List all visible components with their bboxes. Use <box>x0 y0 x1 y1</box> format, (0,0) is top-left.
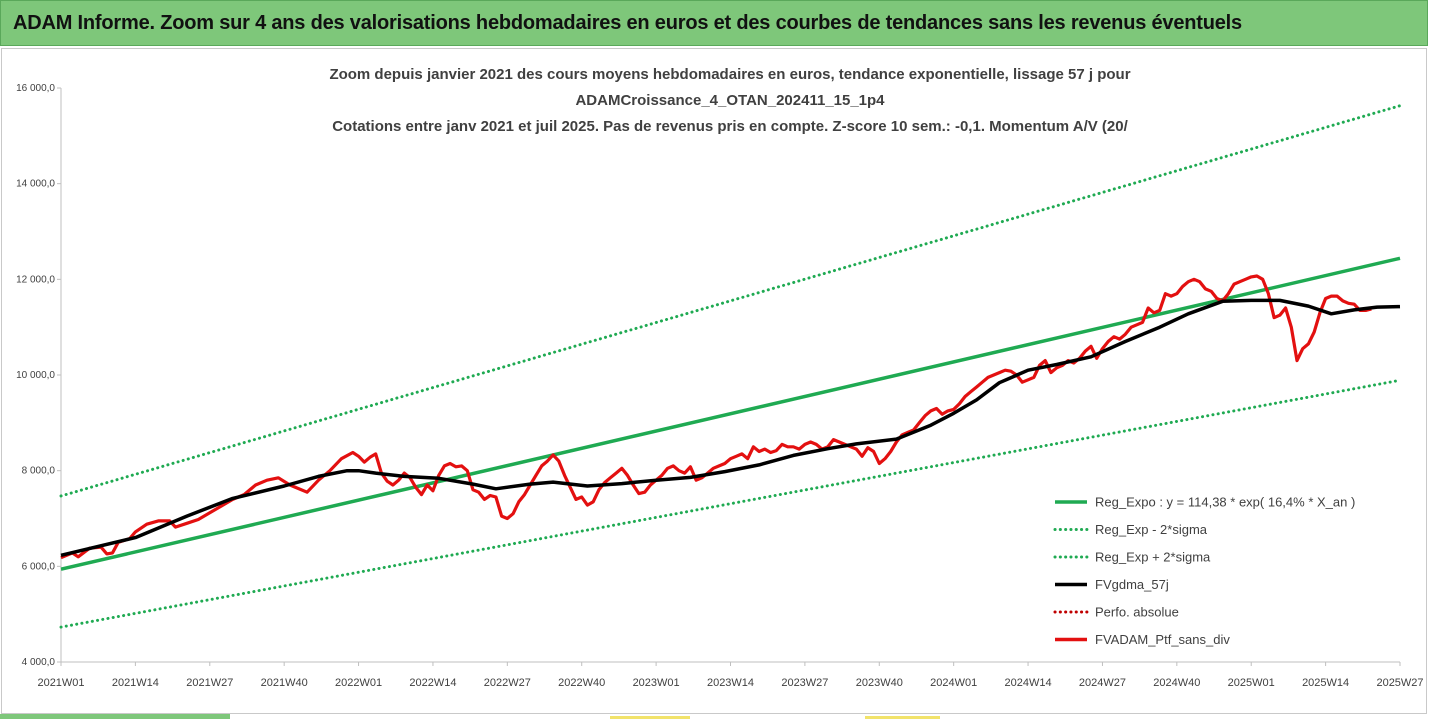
x-tick-label: 2025W14 <box>1302 677 1349 689</box>
page-title: ADAM Informe. Zoom sur 4 ans des valoris… <box>13 12 1242 34</box>
x-tick-label: 2023W01 <box>633 677 680 689</box>
x-tick-label: 2023W27 <box>781 677 828 689</box>
chart-title-line-2: ADAMCroissance_4_OTAN_202411_15_1p4 <box>575 92 885 109</box>
series-line-3 <box>60 298 1401 558</box>
x-tick-label: 2023W14 <box>707 677 754 689</box>
legend-label: FVADAM_Ptf_sans_div <box>1095 632 1230 647</box>
x-tick-label: 2022W40 <box>558 677 605 689</box>
series-line-0 <box>60 256 1401 571</box>
x-tick-label: 2025W01 <box>1228 677 1275 689</box>
series-line-5 <box>60 274 1372 560</box>
chart-axes: 4 000,0 6 000,0 8 000,0 10 000,0 12 000,0 14 … <box>16 83 1423 689</box>
y-tick-label: 14 000,0 <box>16 179 55 190</box>
y-tick-label: 8 000,0 <box>22 466 56 477</box>
x-tick-label: 2022W01 <box>335 677 382 689</box>
x-tick-label: 2021W14 <box>112 677 159 689</box>
x-tick-label: 2024W01 <box>930 677 977 689</box>
x-tick-label: 2024W27 <box>1079 677 1126 689</box>
chart-frame <box>1 48 1427 714</box>
series-line-1 <box>59 378 1402 629</box>
legend-label: FVgdma_57j <box>1095 577 1169 592</box>
x-tick-label: 2021W27 <box>186 677 233 689</box>
chart-legend: Reg_Expo : y = 114,38 * exp( 16,4% * X_a… <box>1053 495 1355 647</box>
legend-label: Reg_Exp + 2*sigma <box>1095 550 1211 565</box>
legend-label: Reg_Expo : y = 114,38 * exp( 16,4% * X_a… <box>1095 495 1355 510</box>
x-tick-label: 2025W27 <box>1376 677 1423 689</box>
y-tick-label: 16 000,0 <box>16 83 55 94</box>
series-line-2 <box>59 104 1402 498</box>
y-tick-label: 6 000,0 <box>22 561 56 572</box>
series-layer <box>59 104 1402 629</box>
x-tick-label: 2022W14 <box>409 677 456 689</box>
y-tick-label: 4 000,0 <box>22 657 56 668</box>
page-banner: ADAM Informe. Zoom sur 4 ans des valoris… <box>0 0 1428 46</box>
x-tick-label: 2023W40 <box>856 677 903 689</box>
bottom-marker <box>865 716 940 719</box>
y-tick-label: 12 000,0 <box>16 274 55 285</box>
legend-label: Reg_Exp - 2*sigma <box>1095 522 1208 537</box>
x-tick-label: 2024W40 <box>1153 677 1200 689</box>
x-tick-label: 2022W27 <box>484 677 531 689</box>
x-tick-label: 2021W40 <box>261 677 308 689</box>
x-tick-label: 2024W14 <box>1005 677 1052 689</box>
chart-title-line-3: Cotations entre janv 2021 et juil 2025. … <box>332 118 1128 135</box>
x-tick-label: 2021W01 <box>37 677 84 689</box>
bottom-strip <box>0 714 230 719</box>
chart-title-line-1: Zoom depuis janvier 2021 des cours moyen… <box>329 66 1131 83</box>
legend-label: Perfo. absolue <box>1095 605 1179 620</box>
bottom-marker <box>610 716 690 719</box>
y-tick-label: 10 000,0 <box>16 370 55 381</box>
